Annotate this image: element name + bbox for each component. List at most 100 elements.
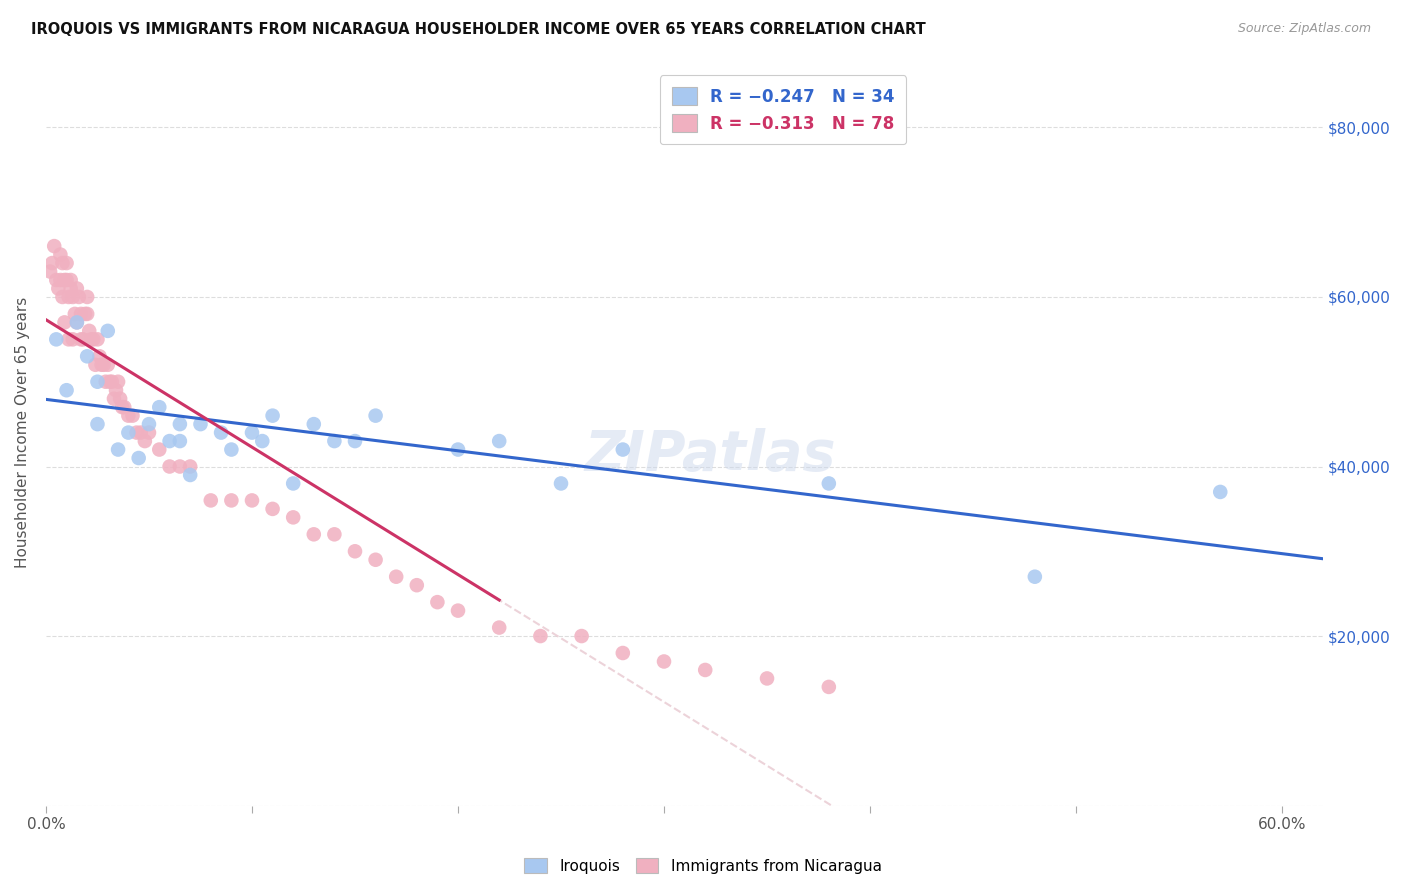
Point [97, 358, 120, 372]
Point [93, 358, 115, 372]
Point [62, 290, 84, 304]
Legend: Iroquois, Immigrants from Nicaragua: Iroquois, Immigrants from Nicaragua [519, 852, 887, 880]
Point [94, 375, 117, 389]
Point [108, 392, 131, 406]
Point [1209, 484, 1232, 499]
Point [134, 434, 156, 448]
Point [302, 417, 325, 431]
Point [67, 290, 90, 304]
Point [612, 442, 634, 457]
Point [695, 663, 717, 677]
Point [55, 273, 77, 287]
Point [447, 604, 470, 618]
Point [84, 358, 107, 372]
Point [323, 434, 346, 448]
Point [49, 247, 72, 261]
Point [66, 315, 89, 329]
Point [323, 527, 346, 541]
Point [112, 400, 135, 414]
Point [89, 349, 111, 363]
Point [46, 281, 69, 295]
Point [82, 332, 104, 346]
Text: IROQUOIS VS IMMIGRANTS FROM NICARAGUA HOUSEHOLDER INCOME OVER 65 YEARS CORRELATI: IROQUOIS VS IMMIGRANTS FROM NICARAGUA HO… [31, 22, 925, 37]
Legend: R = −0.247   N = 34, R = −0.313   N = 78: R = −0.247 N = 34, R = −0.313 N = 78 [659, 76, 907, 145]
Point [488, 621, 510, 635]
Point [86, 332, 108, 346]
Point [148, 442, 170, 457]
Point [101, 375, 124, 389]
Point [385, 570, 408, 584]
Point [817, 680, 839, 694]
Point [302, 527, 325, 541]
Point [405, 578, 427, 592]
Point [103, 392, 125, 406]
Point [364, 409, 387, 423]
Point [98, 375, 121, 389]
Point [179, 459, 201, 474]
Point [58, 290, 80, 304]
Point [209, 425, 232, 440]
Point [72, 332, 94, 346]
Point [107, 442, 129, 457]
Point [756, 672, 779, 686]
Point [66, 281, 89, 295]
Point [240, 493, 263, 508]
Point [75, 307, 97, 321]
Point [76, 307, 98, 321]
Point [179, 467, 201, 482]
Text: Source: ZipAtlas.com: Source: ZipAtlas.com [1237, 22, 1371, 36]
Point [529, 629, 551, 643]
Point [343, 544, 366, 558]
Point [817, 476, 839, 491]
Point [80, 332, 103, 346]
Point [59, 281, 82, 295]
Point [283, 510, 305, 524]
Point [1024, 570, 1046, 584]
Point [488, 434, 510, 448]
Point [39, 264, 62, 278]
Point [283, 476, 305, 491]
Point [111, 400, 134, 414]
Point [63, 307, 86, 321]
Point [70, 332, 93, 346]
Point [59, 273, 82, 287]
Point [364, 553, 387, 567]
Point [148, 400, 170, 414]
Point [221, 493, 243, 508]
Point [426, 595, 449, 609]
Point [77, 324, 100, 338]
Point [51, 256, 73, 270]
Point [51, 290, 73, 304]
Point [62, 332, 84, 346]
Point [240, 425, 263, 440]
Point [343, 434, 366, 448]
Text: ZIPatlas: ZIPatlas [585, 428, 837, 482]
Point [125, 425, 148, 440]
Point [45, 332, 67, 346]
Point [169, 459, 191, 474]
Point [76, 290, 98, 304]
Point [53, 315, 76, 329]
Point [66, 315, 89, 329]
Point [86, 375, 108, 389]
Point [107, 375, 129, 389]
Point [55, 383, 77, 397]
Point [49, 273, 72, 287]
Point [262, 409, 284, 423]
Point [138, 417, 160, 431]
Y-axis label: Householder Income Over 65 years: Householder Income Over 65 years [15, 297, 30, 568]
Point [221, 442, 243, 457]
Point [159, 459, 181, 474]
Point [138, 425, 160, 440]
Point [44, 239, 66, 253]
Point [55, 256, 77, 270]
Point [58, 332, 80, 346]
Point [262, 502, 284, 516]
Point [200, 493, 222, 508]
Point [128, 450, 150, 465]
Point [70, 307, 93, 321]
Point [53, 273, 76, 287]
Point [252, 434, 274, 448]
Point [612, 646, 634, 660]
Point [129, 425, 152, 440]
